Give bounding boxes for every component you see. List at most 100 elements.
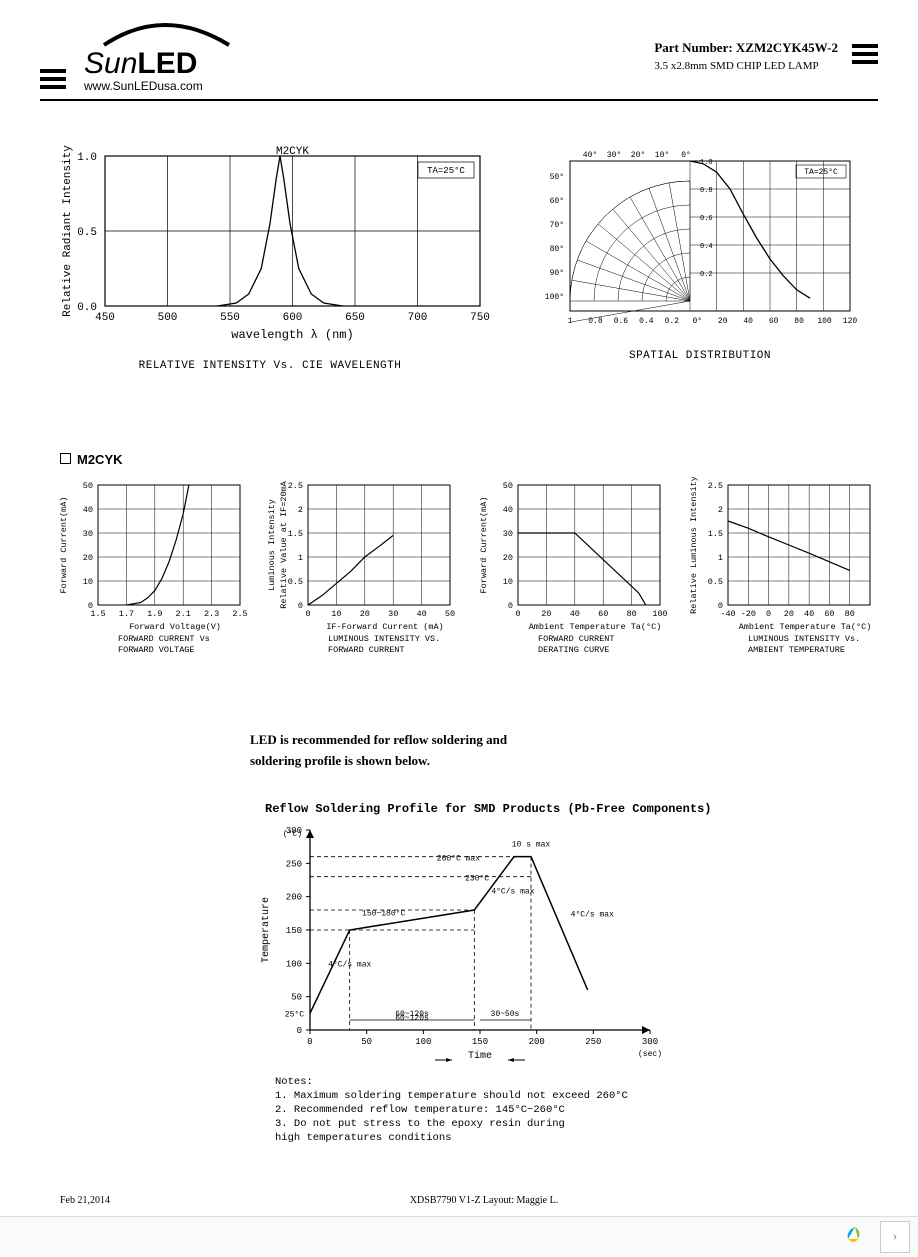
svg-text:100: 100: [652, 609, 667, 619]
svg-text:1.7: 1.7: [119, 609, 134, 619]
svg-text:0.2: 0.2: [700, 271, 713, 279]
svg-text:40: 40: [570, 609, 580, 619]
svg-text:2.5: 2.5: [288, 481, 303, 491]
svg-text:4°C/s max: 4°C/s max: [491, 887, 534, 896]
svg-text:20: 20: [360, 609, 370, 619]
svg-text:Relative Radiant Intensity: Relative Radiant Intensity: [62, 145, 74, 317]
svg-text:100: 100: [415, 1037, 431, 1047]
svg-text:60~120s: 60~120s: [395, 1010, 429, 1019]
svg-text:150: 150: [286, 926, 302, 936]
svg-text:90°: 90°: [550, 269, 564, 278]
svg-text:0.5: 0.5: [77, 227, 97, 239]
svg-text:30: 30: [503, 529, 513, 539]
svg-text:FORWARD CURRENT: FORWARD CURRENT: [328, 645, 405, 655]
svg-text:2: 2: [718, 505, 723, 515]
svg-text:0: 0: [298, 601, 303, 611]
viewer-logo-icon: [842, 1223, 868, 1249]
svg-text:750: 750: [470, 312, 490, 324]
svg-text:70°: 70°: [550, 221, 564, 230]
svg-text:(sec): (sec): [638, 1050, 662, 1059]
svg-text:260°C max: 260°C max: [437, 854, 480, 863]
section-label: M2CYK: [60, 452, 878, 467]
svg-text:FORWARD CURRENT: FORWARD CURRENT: [538, 634, 615, 644]
svg-text:1: 1: [718, 553, 723, 563]
chart-derating: 02040608010001020304050Ambient Temperatu…: [470, 477, 670, 680]
svg-text:AMBIENT TEMPERATURE: AMBIENT TEMPERATURE: [748, 645, 845, 655]
chart-luminous-vs-temp: -40-2002040608000.511.522.5Ambient Tempe…: [680, 477, 880, 680]
svg-text:80: 80: [845, 609, 855, 619]
svg-text:0.8: 0.8: [588, 317, 603, 326]
svg-text:0.4: 0.4: [700, 243, 713, 251]
reflow-intro-text: LED is recommended for reflow soldering …: [250, 730, 878, 772]
svg-text:50: 50: [291, 992, 302, 1002]
svg-text:Luminous Intensity: Luminous Intensity: [267, 499, 277, 591]
svg-text:LUMINOUS INTENSITY Vs.: LUMINOUS INTENSITY Vs.: [748, 634, 860, 644]
menu-icon[interactable]: [40, 69, 66, 93]
svg-text:200: 200: [286, 892, 302, 902]
svg-text:50°: 50°: [550, 173, 564, 182]
svg-text:0: 0: [766, 609, 771, 619]
menu-icon-right[interactable]: [852, 44, 878, 68]
svg-text:40: 40: [503, 505, 513, 515]
svg-text:500: 500: [158, 312, 178, 324]
svg-text:50: 50: [445, 609, 455, 619]
svg-text:650: 650: [345, 312, 365, 324]
svg-text:2.5: 2.5: [708, 481, 723, 491]
chart-spatial-distribution: 40°30°20°10°0°50°60°70°80°90°100°0.20.40…: [530, 141, 870, 372]
svg-text:2.3: 2.3: [204, 609, 219, 619]
svg-text:40: 40: [83, 505, 93, 515]
svg-text:(°C): (°C): [283, 830, 302, 839]
svg-text:0: 0: [515, 609, 520, 619]
svg-text:Time: Time: [468, 1050, 492, 1062]
page-footer: Feb 21,2014 XDSB7790 V1-Z Layout: Maggie…: [40, 1195, 878, 1206]
chart-forward-iv: 1.51.71.92.12.32.501020304050Forward Vol…: [50, 477, 250, 680]
svg-text:30°: 30°: [607, 151, 621, 160]
svg-text:1.5: 1.5: [708, 529, 723, 539]
svg-text:10: 10: [331, 609, 341, 619]
reflow-notes: Notes: 1. Maximum soldering temperature …: [275, 1075, 878, 1146]
svg-text:Relative Luminous Intensity: Relative Luminous Intensity: [689, 477, 699, 614]
svg-text:60: 60: [769, 317, 779, 326]
svg-text:1.0: 1.0: [700, 159, 713, 167]
svg-text:M2CYK: M2CYK: [276, 146, 309, 158]
svg-text:100°: 100°: [545, 293, 564, 302]
chart-relative-intensity: 4505005506006507007500.00.51.0M2CYKTA=25…: [50, 141, 490, 372]
svg-text:1.9: 1.9: [147, 609, 162, 619]
svg-text:550: 550: [220, 312, 240, 324]
svg-text:40: 40: [743, 317, 753, 326]
svg-text:60°: 60°: [550, 197, 564, 206]
svg-text:FORWARD CURRENT Vs: FORWARD CURRENT Vs: [118, 634, 210, 644]
brand-url: www.SunLEDusa.com: [84, 79, 244, 93]
svg-text:10 s max: 10 s max: [512, 840, 551, 849]
svg-text:0.6: 0.6: [700, 215, 713, 223]
svg-text:0: 0: [718, 601, 723, 611]
svg-text:2: 2: [298, 505, 303, 515]
svg-text:Forward Current(mA): Forward Current(mA): [59, 497, 69, 594]
chart-luminous-vs-current: 0102030405000.511.522.5IF-Forward Curren…: [260, 477, 460, 680]
svg-text:Forward Current(mA): Forward Current(mA): [479, 497, 489, 594]
svg-text:DERATING CURVE: DERATING CURVE: [538, 645, 609, 655]
next-page-button[interactable]: ›: [880, 1221, 910, 1253]
svg-text:1: 1: [568, 317, 573, 326]
footer-doc: XDSB7790 V1-Z Layout: Maggie L.: [410, 1195, 558, 1206]
svg-text:-20: -20: [741, 609, 756, 619]
svg-text:0: 0: [508, 601, 513, 611]
svg-text:300: 300: [642, 1037, 658, 1047]
svg-text:0.2: 0.2: [665, 317, 680, 326]
svg-text:60: 60: [598, 609, 608, 619]
svg-text:40°: 40°: [583, 151, 597, 160]
svg-text:30: 30: [388, 609, 398, 619]
svg-text:0: 0: [307, 1037, 312, 1047]
svg-text:20: 20: [83, 553, 93, 563]
svg-text:0.4: 0.4: [639, 317, 654, 326]
svg-text:80: 80: [794, 317, 804, 326]
svg-text:60: 60: [824, 609, 834, 619]
svg-text:80: 80: [626, 609, 636, 619]
svg-text:0°: 0°: [692, 317, 702, 326]
svg-text:Ambient Temperature Ta(°C): Ambient Temperature Ta(°C): [739, 622, 872, 632]
reflow-title: Reflow Soldering Profile for SMD Product…: [265, 802, 878, 816]
svg-text:10: 10: [83, 577, 93, 587]
svg-text:0°: 0°: [681, 151, 691, 160]
svg-text:TA=25°C: TA=25°C: [427, 166, 465, 176]
svg-text:1.0: 1.0: [77, 152, 97, 164]
